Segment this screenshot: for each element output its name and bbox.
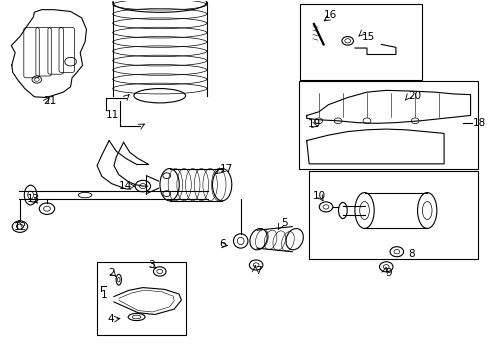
Text: 16: 16 xyxy=(323,10,336,20)
Text: 1: 1 xyxy=(101,291,107,301)
Text: 5: 5 xyxy=(280,218,287,228)
Text: 21: 21 xyxy=(43,96,56,106)
Text: 18: 18 xyxy=(472,118,485,128)
Text: 6: 6 xyxy=(219,239,225,249)
Text: 11: 11 xyxy=(105,111,119,121)
Text: 19: 19 xyxy=(307,120,321,129)
Text: 7: 7 xyxy=(255,266,261,276)
Text: 14: 14 xyxy=(119,181,132,191)
Text: 17: 17 xyxy=(220,164,233,174)
Text: 4: 4 xyxy=(107,314,114,324)
Text: 3: 3 xyxy=(148,260,155,270)
Text: 10: 10 xyxy=(312,191,325,201)
Text: 9: 9 xyxy=(385,268,391,278)
Text: 8: 8 xyxy=(407,248,414,258)
Text: 15: 15 xyxy=(362,32,375,41)
Text: 13: 13 xyxy=(27,194,40,204)
Text: 20: 20 xyxy=(407,91,420,101)
Text: 2: 2 xyxy=(108,267,115,278)
Text: 12: 12 xyxy=(14,222,27,232)
